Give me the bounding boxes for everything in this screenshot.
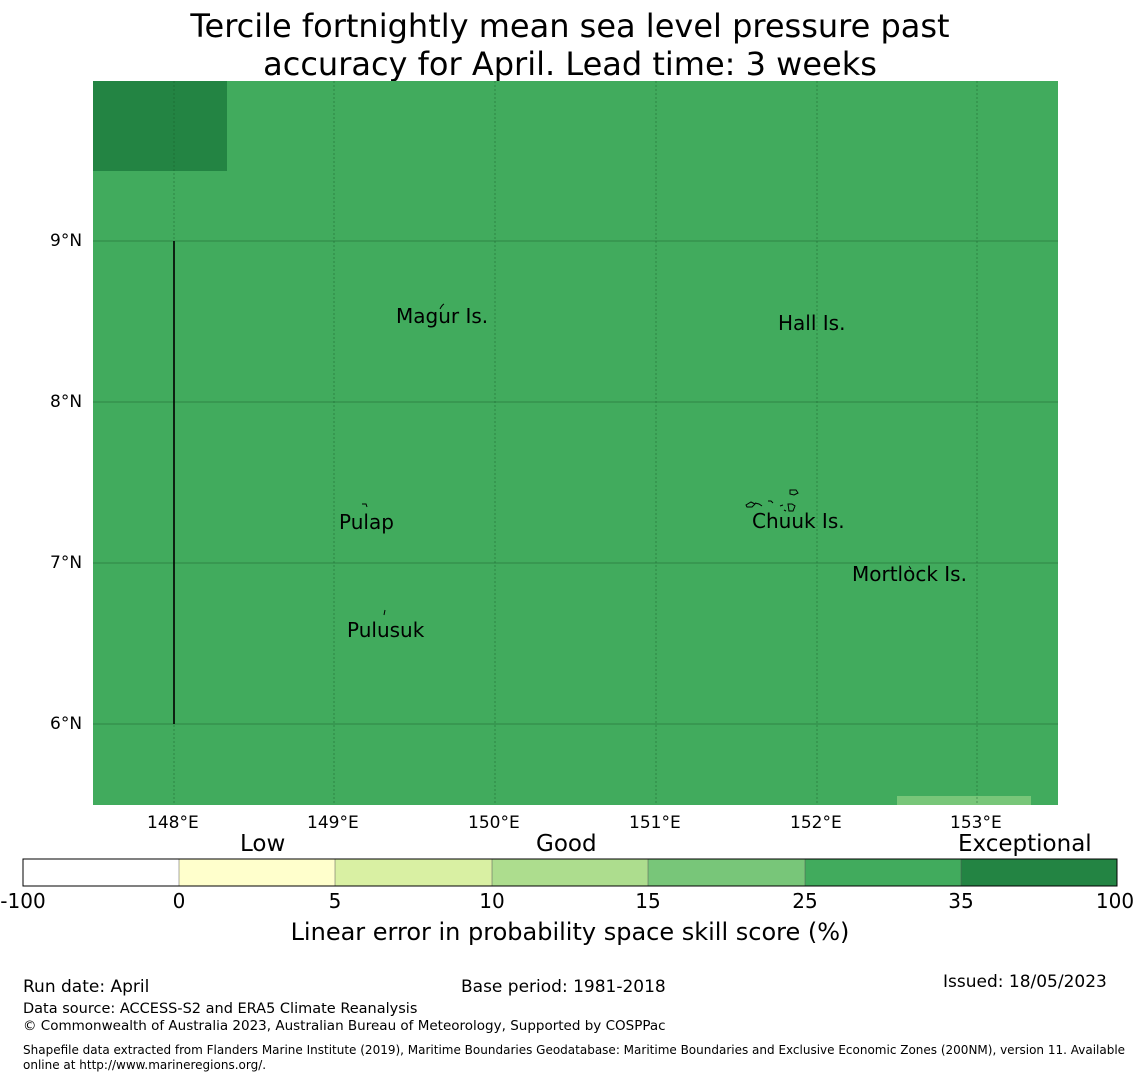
chuuk-lagoon-shape-2 bbox=[745, 501, 756, 508]
chuuk-lagoon-shape-4 bbox=[768, 500, 774, 504]
pulusuk-island-shape bbox=[383, 609, 386, 616]
lat-tick-label: 7°N bbox=[50, 553, 83, 573]
lon-tick-label: 152°E bbox=[790, 813, 842, 833]
colorbar-tick-label: 35 bbox=[948, 889, 974, 913]
lon-tick-label: 149°E bbox=[307, 813, 359, 833]
colorbar bbox=[22, 858, 1118, 887]
place-label-mortlock: Mortlock Is. bbox=[852, 562, 967, 586]
place-label-hall: Hall Is. bbox=[778, 311, 846, 335]
colorbar-tick-label: 100 bbox=[1095, 889, 1135, 913]
lon-tick-label: 150°E bbox=[468, 813, 520, 833]
colorbar-segment-1 bbox=[23, 859, 179, 886]
gridlines-lat bbox=[93, 240, 1058, 725]
chuuk-lagoon-shape-7 bbox=[783, 509, 787, 512]
lon-tick-label: 151°E bbox=[629, 813, 681, 833]
shapefile-credit: Shapefile data extracted from Flanders M… bbox=[23, 1043, 1126, 1072]
colorbar-segment-7 bbox=[961, 859, 1117, 886]
colorbar-segment-4 bbox=[492, 859, 648, 886]
good-cell bbox=[897, 796, 1031, 805]
magur-island-shape bbox=[439, 303, 445, 310]
legend-category-low: Low bbox=[240, 831, 286, 857]
colorbar-segment-3 bbox=[335, 859, 492, 886]
issued-date: Issued: 18/05/2023 bbox=[943, 972, 1107, 992]
map-background bbox=[93, 81, 1058, 805]
pulap-island-shape bbox=[362, 503, 368, 508]
colorbar-tick-label: 5 bbox=[328, 889, 342, 913]
colorbar-frame bbox=[22, 858, 1118, 887]
colorbar-tick-label: 15 bbox=[635, 889, 661, 913]
map-title-line-2: accuracy for April. Lead time: 3 weeks bbox=[263, 45, 877, 83]
chuuk-lagoon-shape-5 bbox=[779, 504, 784, 507]
colorbar-segment-5 bbox=[648, 859, 805, 886]
run-date: Run date: April bbox=[23, 977, 150, 997]
colorbar-tick-label: 10 bbox=[479, 889, 505, 913]
legend-category-good: Good bbox=[536, 831, 597, 857]
colorbar-tick-label: 0 bbox=[172, 889, 186, 913]
chuuk-lagoon-shape-6 bbox=[787, 503, 796, 512]
lat-tick-label: 6°N bbox=[50, 714, 83, 734]
colorbar-axis-label: Linear error in probability space skill … bbox=[290, 918, 850, 946]
mortlock-island-shape bbox=[908, 565, 912, 570]
colorbar-segment-6 bbox=[805, 859, 961, 886]
chuuk-lagoon-shape-3 bbox=[754, 502, 763, 507]
colorbar-segment-2 bbox=[179, 859, 335, 886]
lat-tick-label: 9°N bbox=[50, 231, 83, 251]
exceptional-cell bbox=[93, 81, 227, 171]
data-source: Data source: ACCESS-S2 and ERA5 Climate … bbox=[23, 1001, 418, 1017]
colorbar-tick-label: -100 bbox=[0, 889, 46, 913]
colorbar-tick-label: 25 bbox=[792, 889, 818, 913]
legend-category-exceptional: Exceptional bbox=[958, 831, 1092, 857]
place-label-magur: Magur Is. bbox=[396, 304, 489, 328]
map-title-line-1: Tercile fortnightly mean sea level press… bbox=[190, 7, 950, 45]
lon-tick-label: 153°E bbox=[950, 813, 1002, 833]
chuuk-lagoon-shape-1 bbox=[789, 489, 799, 496]
lat-tick-label: 8°N bbox=[50, 392, 83, 412]
copyright-notice: © Commonwealth of Australia 2023, Austra… bbox=[23, 1018, 666, 1034]
place-label-pulusuk: Pulusuk bbox=[347, 618, 425, 642]
lon-tick-label: 148°E bbox=[147, 813, 199, 833]
base-period: Base period: 1981-2018 bbox=[461, 977, 666, 997]
island-outlines bbox=[362, 303, 912, 616]
place-label-chuuk: Chuuk Is. bbox=[752, 509, 845, 533]
place-label-pulap: Pulap bbox=[339, 510, 394, 534]
